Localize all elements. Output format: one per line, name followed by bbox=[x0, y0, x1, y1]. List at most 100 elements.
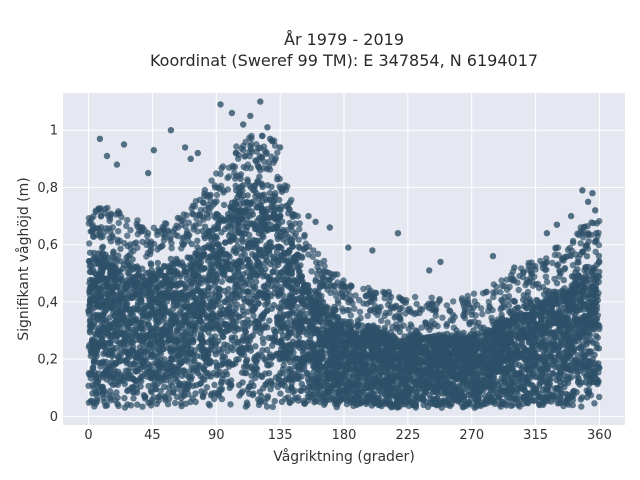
data-point bbox=[154, 259, 161, 267]
data-point bbox=[128, 337, 135, 345]
data-point bbox=[181, 337, 188, 345]
data-points bbox=[85, 98, 603, 411]
data-point bbox=[444, 350, 451, 357]
data-point bbox=[515, 348, 522, 355]
data-point bbox=[240, 182, 247, 189]
data-point bbox=[199, 393, 207, 401]
data-point bbox=[591, 400, 598, 407]
data-point bbox=[147, 261, 155, 269]
data-point bbox=[205, 400, 212, 408]
data-point bbox=[209, 291, 216, 298]
data-point bbox=[201, 265, 209, 272]
data-point bbox=[252, 278, 260, 285]
data-point bbox=[172, 399, 179, 407]
data-point bbox=[293, 303, 301, 311]
data-point bbox=[179, 372, 186, 379]
data-point bbox=[252, 343, 259, 350]
data-point bbox=[318, 297, 325, 304]
data-point bbox=[178, 389, 185, 396]
data-point bbox=[198, 388, 205, 395]
data-point bbox=[219, 375, 226, 382]
data-point bbox=[201, 223, 209, 230]
data-point bbox=[112, 375, 119, 382]
data-point bbox=[121, 394, 128, 402]
data-point bbox=[189, 254, 197, 261]
data-point bbox=[161, 263, 168, 270]
data-point bbox=[227, 401, 234, 408]
data-point bbox=[229, 346, 237, 354]
data-point bbox=[259, 347, 266, 354]
data-point bbox=[242, 403, 249, 410]
data-point bbox=[269, 268, 276, 276]
data-point bbox=[536, 401, 543, 408]
data-point bbox=[269, 403, 276, 410]
data-point bbox=[596, 393, 603, 401]
data-point bbox=[217, 304, 225, 311]
data-point bbox=[246, 231, 253, 239]
data-point bbox=[139, 274, 146, 281]
data-point bbox=[189, 339, 197, 346]
data-point bbox=[296, 339, 303, 346]
data-point bbox=[235, 281, 242, 289]
data-point bbox=[275, 206, 283, 213]
data-point bbox=[245, 341, 252, 349]
data-point bbox=[285, 386, 292, 394]
data-point bbox=[139, 403, 146, 410]
data-point bbox=[596, 258, 603, 265]
data-point bbox=[530, 397, 537, 405]
data-point bbox=[85, 382, 92, 389]
data-point bbox=[542, 388, 550, 396]
data-point bbox=[123, 254, 130, 261]
data-point bbox=[280, 370, 287, 377]
data-point bbox=[239, 187, 246, 194]
data-point bbox=[194, 244, 201, 251]
data-point bbox=[592, 332, 600, 340]
data-point bbox=[304, 289, 312, 297]
data-point bbox=[255, 300, 262, 307]
data-point bbox=[238, 252, 245, 260]
data-point bbox=[257, 329, 264, 336]
data-point bbox=[211, 381, 218, 389]
data-point bbox=[579, 334, 586, 341]
data-point bbox=[117, 245, 124, 252]
data-point bbox=[465, 391, 472, 398]
data-point bbox=[220, 201, 228, 209]
data-point bbox=[280, 361, 287, 369]
data-point bbox=[518, 369, 525, 377]
data-point bbox=[585, 326, 592, 333]
data-point bbox=[294, 264, 301, 271]
data-point bbox=[565, 401, 572, 408]
data-point bbox=[270, 326, 278, 333]
data-point bbox=[218, 278, 225, 285]
data-point bbox=[134, 401, 141, 408]
data-point bbox=[321, 399, 329, 407]
data-point bbox=[237, 207, 245, 214]
data-point bbox=[127, 311, 134, 318]
data-point bbox=[201, 355, 208, 362]
data-point bbox=[273, 249, 281, 256]
data-point bbox=[263, 403, 271, 410]
data-point bbox=[247, 243, 254, 250]
data-point bbox=[578, 403, 585, 410]
data-point bbox=[137, 383, 144, 390]
data-point bbox=[92, 390, 100, 398]
data-point bbox=[577, 346, 585, 353]
data-point bbox=[132, 368, 140, 375]
data-point bbox=[178, 394, 185, 401]
data-point bbox=[127, 402, 135, 409]
data-point bbox=[536, 365, 544, 373]
data-point bbox=[130, 395, 137, 402]
data-point bbox=[349, 372, 356, 380]
data-point bbox=[218, 229, 225, 236]
data-point bbox=[265, 196, 273, 203]
data-point bbox=[259, 335, 266, 342]
data-point bbox=[88, 369, 95, 376]
data-point bbox=[272, 374, 280, 381]
data-point bbox=[223, 371, 231, 378]
data-point bbox=[252, 362, 259, 370]
data-point bbox=[177, 273, 184, 280]
data-point bbox=[212, 359, 219, 366]
data-point bbox=[185, 391, 192, 398]
data-point bbox=[108, 352, 116, 360]
